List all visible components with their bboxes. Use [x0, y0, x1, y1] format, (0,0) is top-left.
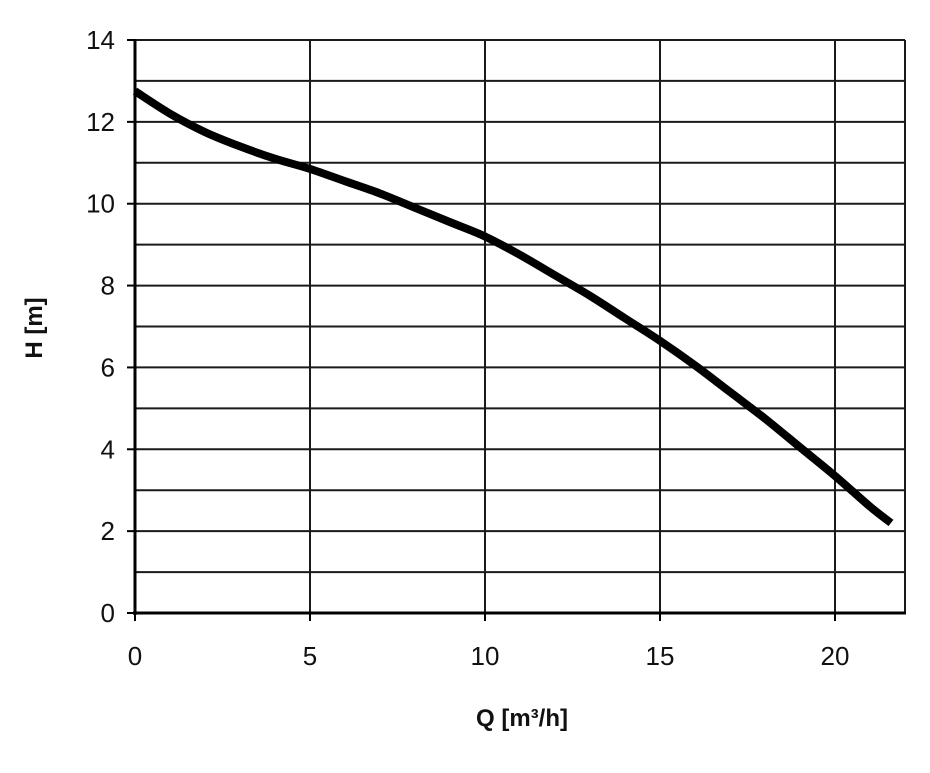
x-tick-label: 15 [646, 641, 675, 671]
x-axis-title: Q [m³/h] [476, 705, 568, 732]
grid [127, 39, 906, 621]
y-tick-label: 8 [101, 271, 115, 301]
tick-labels: 0 2 4 6 8 10 12 14 0 5 10 15 20 [86, 25, 849, 671]
x-tick-label: 20 [821, 641, 850, 671]
y-tick-label: 6 [101, 352, 115, 382]
x-tick-label: 5 [303, 641, 317, 671]
y-tick-label: 10 [86, 189, 115, 219]
series-line [132, 87, 894, 527]
y-tick-label: 12 [86, 107, 115, 137]
y-tick-label: 4 [101, 434, 115, 464]
y-tick-label: 0 [101, 598, 115, 628]
y-tick-label: 2 [101, 516, 115, 546]
y-tick-label: 14 [86, 25, 115, 55]
x-tick-label: 0 [128, 641, 142, 671]
series-group [132, 87, 894, 527]
x-tick-label: 10 [471, 641, 500, 671]
y-axis-title: H [m] [21, 297, 48, 358]
